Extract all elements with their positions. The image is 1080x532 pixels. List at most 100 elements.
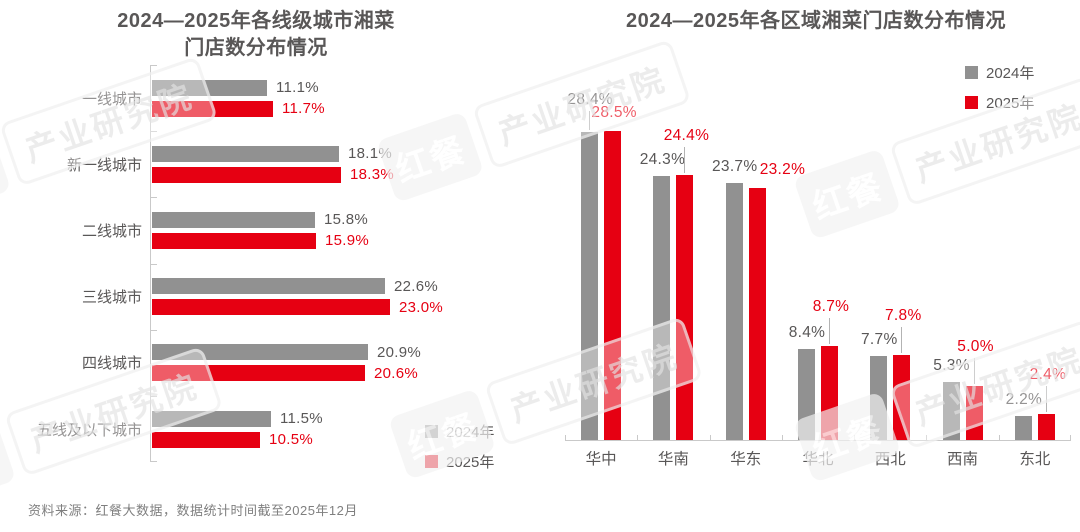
- bar-pair: 11.5% 10.5%: [151, 410, 323, 449]
- bar-2024年: [870, 356, 888, 440]
- bar-pair: 20.9% 20.6%: [151, 343, 422, 382]
- city-tier-row: 一线城市 11.1% 11.7%: [28, 65, 533, 131]
- left-category-label: 新一线城市: [66, 156, 142, 174]
- legend-item-2024: 2024年: [965, 62, 1034, 83]
- left-category-label: 二线城市: [81, 222, 142, 240]
- legend-swatch-2025: [965, 96, 978, 109]
- right-legend: 2024年 2025年: [965, 62, 1034, 113]
- value-label-2025年: 5.0%: [957, 338, 994, 355]
- bar-line: 11.5%: [152, 410, 323, 428]
- bar-2025年: [965, 386, 983, 440]
- legend-label-2024: 2024年: [446, 424, 495, 441]
- city-tier-row: 新一线城市 18.1% 18.3%: [28, 131, 533, 197]
- bar-2025年: [748, 188, 766, 440]
- value-label-2025年: 8.7%: [812, 298, 850, 315]
- left-y-axis: [150, 65, 151, 462]
- bar-line: 18.3%: [152, 166, 395, 184]
- region-category-label: 华南: [657, 451, 689, 468]
- region-group: 28.4% 28.5%: [565, 91, 637, 440]
- bar-pair: 22.6% 23.0%: [151, 278, 444, 316]
- left-category-label: 四线城市: [81, 355, 142, 373]
- region-group: 7.7% 7.8%: [854, 128, 926, 440]
- label-leader-line: [589, 111, 591, 130]
- source-note: 资料来源：红餐大数据，数据统计时间截至2025年12月: [28, 503, 358, 518]
- bar-line: 20.9%: [152, 343, 422, 361]
- axis-tick: [637, 435, 639, 440]
- label-leader-line: [1045, 386, 1047, 412]
- value-label-2024年: 20.9%: [377, 343, 422, 361]
- value-label-2025年: 24.4%: [663, 127, 710, 144]
- region-group: 8.4% 8.7%: [782, 128, 854, 440]
- axis-tick: [150, 330, 157, 331]
- region-group: 24.3% 24.4%: [637, 127, 710, 440]
- city-tier-row: 三线城市 22.6% 23.0%: [28, 264, 533, 330]
- axis-tick: [854, 435, 856, 440]
- region-category-label: 西北: [874, 451, 906, 468]
- value-label-2025年: 28.5%: [591, 104, 637, 121]
- bar-line: 18.1%: [152, 145, 394, 163]
- watermark-brand: 红餐: [0, 127, 12, 220]
- bar-2024年: [1014, 416, 1032, 440]
- city-tier-plot: 一线城市 11.1% 11.7% 新一线城市 18.1% 18.3% 二线城市 15.8% 15…: [28, 65, 533, 462]
- left-category-label: 五线及以下城市: [36, 421, 142, 439]
- bar-pair: 11.1% 11.7%: [151, 79, 325, 117]
- value-label-2024年: 15.8%: [324, 211, 369, 229]
- watermark-brand: 红餐: [0, 417, 17, 510]
- value-label-2025年: 20.6%: [374, 364, 419, 382]
- legend-label-2025: 2025年: [986, 95, 1035, 112]
- region-category-label: 西南: [947, 451, 979, 468]
- value-label-2024年: 23.7%: [711, 158, 758, 175]
- value-label-2025年: 2.4%: [1029, 366, 1067, 383]
- bar-line: 15.8%: [152, 211, 369, 229]
- bar-2025年: [676, 175, 694, 440]
- bar-line: 23.0%: [152, 298, 444, 316]
- left-category-label: 一线城市: [81, 90, 142, 108]
- bar-2024年: [581, 132, 599, 440]
- bar-pair: 18.1% 18.3%: [151, 145, 395, 184]
- axis-tick: [565, 435, 566, 440]
- label-leader-line: [828, 318, 830, 344]
- bar-2024年: [152, 79, 267, 96]
- value-label-2025年: 7.8%: [885, 307, 922, 324]
- region-category-label: 华中: [585, 451, 617, 468]
- bar-2025年: [152, 100, 273, 117]
- region-group: 2.2% 2.4%: [999, 128, 1071, 440]
- bar-2024年: [152, 278, 385, 295]
- value-label-2024年: 18.1%: [348, 145, 393, 163]
- city-tier-row: 四线城市 20.9% 20.6%: [28, 330, 533, 396]
- left-chart-title-line2: 门店数分布情况: [184, 37, 328, 59]
- region-axis-labels: 华中 华南 华东 华北 西北 西南 东北: [565, 447, 1071, 469]
- value-label-2025年: 10.5%: [269, 431, 314, 449]
- axis-tick: [998, 435, 1000, 440]
- bar-2025年: [152, 431, 260, 448]
- region-category-label: 华北: [802, 451, 834, 468]
- value-label-2024年: 5.3%: [933, 357, 970, 374]
- legend-item-2025: 2025年: [965, 92, 1034, 113]
- bar-line: 22.6%: [152, 278, 443, 295]
- bar-2024年: [942, 382, 960, 440]
- axis-tick: [926, 435, 928, 440]
- bar-2024年: [797, 349, 815, 440]
- axis-tick: [150, 264, 157, 265]
- bar-2024年: [725, 183, 743, 440]
- left-chart-title: 2024—2025年各线级城市湘菜 门店数分布情况: [0, 8, 512, 62]
- region-category-label: 华东: [730, 451, 762, 468]
- value-label-2025年: 18.3%: [350, 166, 395, 184]
- city-tier-row: 二线城市 15.8% 15.9%: [28, 197, 533, 263]
- value-label-2024年: 11.5%: [280, 410, 323, 428]
- bar-2025年: [152, 365, 365, 382]
- bar-line: 20.6%: [152, 364, 421, 382]
- axis-tick: [150, 461, 157, 462]
- value-label-2024年: 2.2%: [1005, 391, 1043, 408]
- value-label-2024年: 7.7%: [861, 331, 898, 348]
- value-label-2024年: 11.1%: [276, 79, 319, 97]
- city-tier-row: 五线及以下城市 11.5% 10.5%: [28, 396, 533, 462]
- legend-swatch-2024: [965, 66, 978, 79]
- region-plot: 28.4% 28.5% 24.3% 24.4% 23.7% 23.2% 8.4% 8.7% 7.…: [565, 91, 1071, 441]
- value-label-2024年: 24.3%: [639, 151, 686, 168]
- bar-2025年: [152, 232, 316, 249]
- label-leader-line: [684, 147, 686, 173]
- bar-2025年: [820, 346, 838, 440]
- value-label-2025年: 23.0%: [399, 298, 444, 316]
